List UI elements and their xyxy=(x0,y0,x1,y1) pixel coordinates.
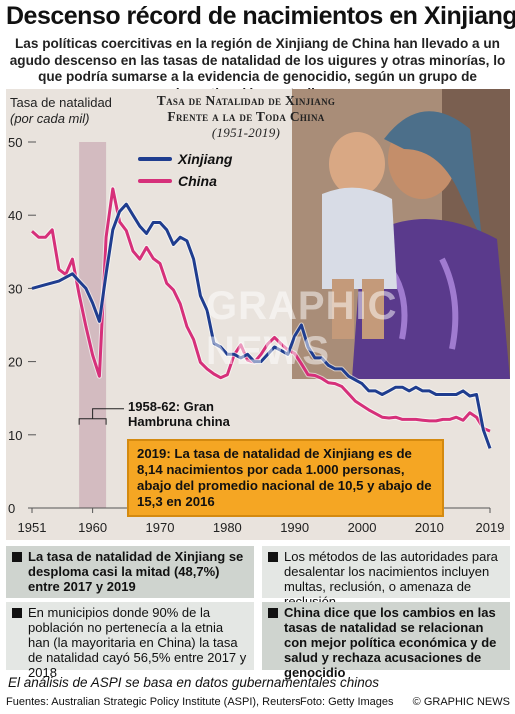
x-tick-label: 1980 xyxy=(213,520,242,535)
famine-label-line2: Hambruna china xyxy=(128,414,230,429)
famine-annotation: 1958-62: Gran Hambruna china xyxy=(128,399,230,429)
legend-label-xinjiang: Xinjiang xyxy=(178,151,233,167)
chart-title-line1: Tasa de Natalidad de Xinjiang xyxy=(156,93,336,108)
series-line-xinjiang xyxy=(31,202,492,449)
legend-swatch-xinjiang xyxy=(138,157,172,161)
photo-illustration xyxy=(292,89,510,379)
legend-label-china: China xyxy=(178,173,217,189)
copyright-text: © GRAPHIC NEWS xyxy=(412,696,510,708)
x-tick-label: 1970 xyxy=(146,520,175,535)
chart-title-line2: Frente a la de Toda China xyxy=(167,109,325,124)
y-tick-label: 0 xyxy=(8,501,15,516)
bullet-square-icon xyxy=(12,552,22,562)
info-box-2-text: Los métodos de las autoridades para desa… xyxy=(284,549,498,609)
info-box-3: En municipios donde 90% de la población … xyxy=(6,602,254,680)
famine-label-line1: 1958-62: Gran xyxy=(128,399,214,414)
photo-credit: Foto: Getty Images xyxy=(300,696,394,708)
x-tick-label: 2019 xyxy=(476,520,505,535)
y-tick-label: 20 xyxy=(8,355,22,370)
sources-text: Fuentes: Australian Strategic Policy Ins… xyxy=(6,696,301,708)
x-tick-label: 2010 xyxy=(415,520,444,535)
info-box-4-text: China dice que los cambios en las tasas … xyxy=(284,605,497,680)
chart-title: Tasa de Natalidad de Xinjiang Frente a l… xyxy=(126,93,366,141)
bullet-square-icon xyxy=(268,608,278,618)
info-box-3-text: En municipios donde 90% de la población … xyxy=(28,605,247,680)
chart-panel: 0 10 20 30 40 50 1951 1960 1970 1980 1990 2000 2010 2… xyxy=(6,89,510,540)
legend-item-china: China xyxy=(138,173,217,189)
callout-2019: 2019: La tasa de natalidad de Xinjiang e… xyxy=(127,439,444,517)
legend-swatch-china xyxy=(138,179,172,183)
line-chart: 0 10 20 30 40 50 1951 1960 1970 1980 1990 2000 2010 2… xyxy=(8,135,505,535)
x-tick-label: 1951 xyxy=(18,520,47,535)
x-tick-label: 1960 xyxy=(78,520,107,535)
bullet-square-icon xyxy=(268,552,278,562)
bullet-square-icon xyxy=(12,608,22,618)
series-line-china xyxy=(31,187,491,433)
watermark: GRAPHIC NEWS xyxy=(206,284,398,373)
chart-title-range: (1951-2019) xyxy=(211,125,281,140)
y-tick-label: 10 xyxy=(8,428,22,443)
info-box-1: La tasa de natalidad de Xinjiang se desp… xyxy=(6,546,254,598)
x-tick-label: 1990 xyxy=(280,520,309,535)
famine-bracket xyxy=(78,408,124,425)
y-axis-label: Tasa de natalidad xyxy=(10,95,112,110)
x-tick-label: 2000 xyxy=(348,520,377,535)
mother-child-photo xyxy=(292,89,510,379)
analysis-note: El análisis de ASPI se basa en datos gub… xyxy=(8,675,379,690)
info-box-2: Los métodos de las autoridades para desa… xyxy=(262,546,510,609)
info-box-4: China dice que los cambios en las tasas … xyxy=(262,602,510,680)
info-box-1-text: La tasa de natalidad de Xinjiang se desp… xyxy=(28,549,244,594)
y-tick-label: 40 xyxy=(8,208,22,223)
y-axis-title: Tasa de natalidad (por cada mil) xyxy=(10,95,112,127)
legend-item-xinjiang: Xinjiang xyxy=(138,151,232,167)
y-tick-label: 50 xyxy=(8,135,22,150)
y-axis-unit: (por cada mil) xyxy=(10,111,90,126)
page-title: Descenso récord de nacimientos en Xinjia… xyxy=(6,2,515,30)
y-tick-label: 30 xyxy=(8,281,22,296)
